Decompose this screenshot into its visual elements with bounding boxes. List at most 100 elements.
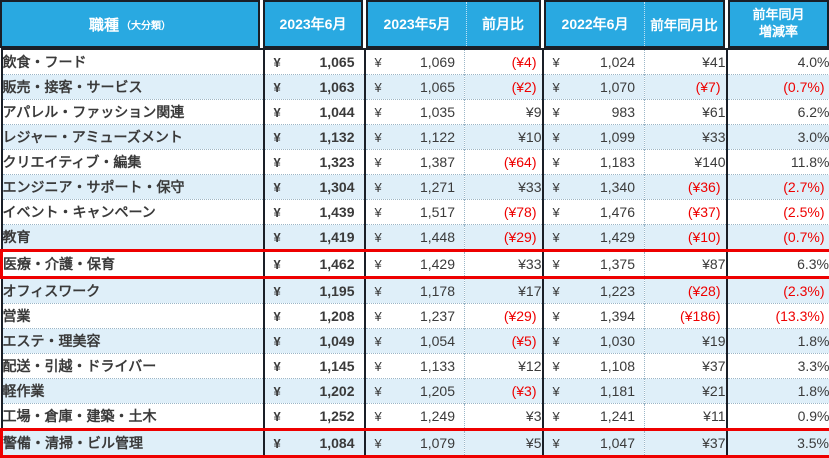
yoy-rate: 11.8% [726,149,829,175]
jun-2022-value: ¥1,181 [542,378,645,404]
may-2023-value: ¥1,122 [364,124,465,150]
yen-symbol: ¥ [273,129,281,145]
category-cell: エンジニア・サポート・保守 [0,174,265,200]
yen-symbol: ¥ [374,333,382,349]
yen-symbol: ¥ [552,79,560,95]
jun-2023-value-number: 1,132 [319,129,355,145]
category-cell: 教育 [0,224,265,251]
may-2023-value: ¥1,133 [364,353,465,379]
jun-2022-value: ¥1,024 [542,48,645,75]
yen-symbol: ¥ [552,229,560,245]
mom-diff: (¥29) [464,303,544,329]
jun-2022-value: ¥1,099 [542,124,645,150]
may-2023-value-number: 1,035 [419,104,455,120]
yen-symbol: ¥ [374,104,382,120]
yen-symbol: ¥ [552,204,560,220]
table-row: クリエイティブ・編集 ¥1,323 ¥1,387 (¥64) ¥1,183 ¥140 11.… [0,149,829,175]
category-cell: オフィスワーク [0,277,265,304]
may-2023-value: ¥1,054 [364,328,465,354]
category-cell: エステ・理美容 [0,328,265,354]
yoy-diff: ¥19 [644,328,728,354]
may-2023-value-number: 1,249 [419,408,455,424]
jun-2023-value: ¥1,439 [263,199,366,225]
may-2023-value: ¥1,069 [364,48,465,75]
yen-symbol: ¥ [552,408,560,424]
table-row-highlighted: 医療・介護・保育 ¥1,462 ¥1,429 ¥33 ¥1,375 ¥87 6.3% [0,249,829,279]
yen-symbol: ¥ [273,179,281,195]
yoy-rate: (0.7%) [726,74,829,100]
table-row: 飲食・フード ¥1,065 ¥1,069 (¥4) ¥1,024 ¥41 4.0% [0,48,829,75]
table-row: 教育 ¥1,419 ¥1,448 (¥29) ¥1,429 (¥10) (0.7%) [0,224,829,251]
jun-2022-value-number: 1,394 [599,308,635,324]
jun-2022-value: ¥1,183 [542,149,645,175]
jun-2023-value: ¥1,323 [263,149,366,175]
jun-2022-value-number: 1,108 [599,358,635,374]
header-yoy-rate-line1: 前年同月 [752,7,805,23]
category-cell: 飲食・フード [0,48,265,75]
yoy-diff: ¥61 [644,99,728,125]
jun-2023-value: ¥1,202 [263,378,366,404]
yoy-rate: (13.3%) [726,303,829,329]
yen-symbol: ¥ [273,283,281,299]
table-row: 販売・接客・サービス ¥1,063 ¥1,065 (¥2) ¥1,070 (¥7) (0.7… [0,74,829,100]
jun-2023-value: ¥1,195 [263,277,366,304]
jun-2023-value-number: 1,084 [319,435,355,451]
jun-2022-value-number: 1,375 [599,256,635,272]
category-cell: 配送・引越・ドライバー [0,353,265,379]
jun-2022-value-number: 1,024 [599,54,635,70]
yoy-rate: 1.8% [726,328,829,354]
header-2023-06: 2023年6月 [263,0,363,48]
yen-symbol: ¥ [374,129,382,145]
jun-2022-value-number: 1,030 [599,333,635,349]
yoy-rate: 4.0% [726,48,829,75]
jun-2022-value-number: 1,476 [599,204,635,220]
may-2023-value-number: 1,429 [419,256,455,272]
may-2023-value-number: 1,271 [419,179,455,195]
jun-2022-value: ¥1,223 [542,277,645,304]
yoy-rate: 1.8% [726,378,829,404]
header-2023-05: 2023年5月 [383,16,451,32]
category-cell: アパレル・ファッション関連 [0,99,265,125]
jun-2022-value: ¥1,070 [542,74,645,100]
may-2023-value-number: 1,387 [419,154,455,170]
mom-diff: ¥17 [464,277,544,304]
may-2023-value: ¥1,035 [364,99,465,125]
yen-symbol: ¥ [552,154,560,170]
yen-symbol: ¥ [273,229,281,245]
yen-symbol: ¥ [374,435,382,451]
mom-diff: ¥9 [464,99,544,125]
jun-2022-value: ¥1,241 [542,403,645,430]
jun-2022-value: ¥1,429 [542,224,645,251]
yen-symbol: ¥ [552,333,560,349]
jun-2023-value-number: 1,419 [319,229,355,245]
yoy-diff: (¥186) [644,303,728,329]
mom-diff: (¥64) [464,149,544,175]
may-2023-value: ¥1,237 [364,303,465,329]
jun-2023-value: ¥1,049 [263,328,366,354]
yen-symbol: ¥ [374,256,382,272]
jun-2022-value-number: 1,183 [599,154,635,170]
may-2023-value: ¥1,429 [364,249,465,279]
yen-symbol: ¥ [552,104,560,120]
yoy-rate: (0.7%) [726,224,829,251]
yen-symbol: ¥ [374,179,382,195]
yen-symbol: ¥ [374,204,382,220]
category-cell: クリエイティブ・編集 [0,149,265,175]
yoy-diff: ¥37 [644,353,728,379]
yen-symbol: ¥ [273,333,281,349]
yoy-diff: ¥87 [644,249,728,279]
yoy-diff: ¥140 [644,149,728,175]
yen-symbol: ¥ [374,154,382,170]
jun-2023-value-number: 1,462 [319,256,355,272]
mom-diff: ¥5 [464,428,544,458]
jun-2023-value-number: 1,044 [319,104,355,120]
category-cell: 軽作業 [0,378,265,404]
yen-symbol: ¥ [273,408,281,424]
yoy-rate: (2.3%) [726,277,829,304]
jun-2023-value: ¥1,084 [263,428,366,458]
jun-2023-value-number: 1,439 [319,204,355,220]
yen-symbol: ¥ [273,256,281,272]
may-2023-value: ¥1,205 [364,378,465,404]
jun-2022-value-number: 1,340 [599,179,635,195]
